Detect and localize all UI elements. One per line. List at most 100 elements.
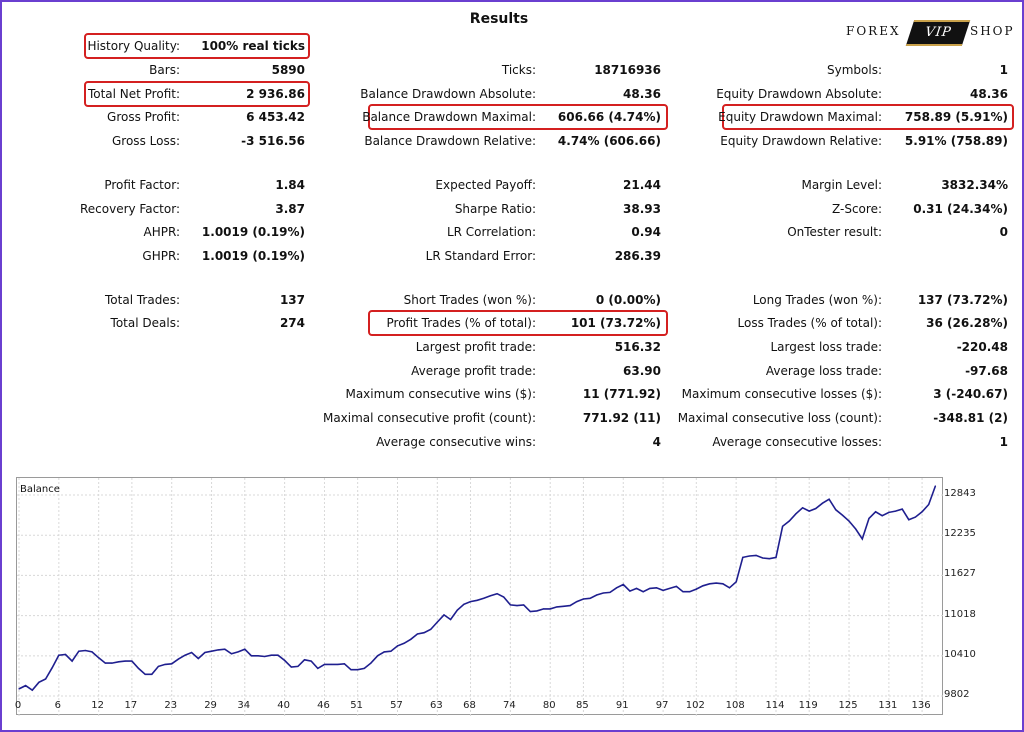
x-tick-label: 102 xyxy=(685,700,705,711)
ahpr-value: 1.0019 (0.19%) xyxy=(201,225,305,239)
x-tick-label: 119 xyxy=(798,700,818,711)
balance-point xyxy=(164,663,166,666)
y-tick-label: 11627 xyxy=(944,568,976,580)
gross-loss-value: -3 516.56 xyxy=(241,134,305,148)
total-net-profit-highlight xyxy=(84,81,310,107)
balance-point xyxy=(31,689,33,691)
balance-point xyxy=(317,667,319,669)
balance-point xyxy=(98,657,100,659)
forexvipshop-logo: FOREX VIP SHOP xyxy=(846,18,1018,48)
equity-drawdown-maximal-value: 758.89 (5.91%) xyxy=(904,110,1008,124)
z-score-value: 0.31 (24.34%) xyxy=(913,202,1008,216)
x-tick-label: 85 xyxy=(576,700,589,711)
balance-point xyxy=(443,614,445,616)
loss-trades-of-total-value: 36 (26.28%) xyxy=(926,316,1008,330)
lr-standard-error-value: 286.39 xyxy=(614,249,661,263)
balance-point xyxy=(914,516,917,518)
balance-point xyxy=(768,558,770,560)
balance-point xyxy=(841,514,843,516)
balance-point xyxy=(722,583,724,585)
maximum-consecutive-losses-value: 3 (-240.67) xyxy=(933,387,1008,401)
average-consecutive-wins-value: 4 xyxy=(652,435,661,449)
balance-point xyxy=(124,660,126,662)
balance-point xyxy=(217,649,219,651)
balance-drawdown-relative-value: 4.74% (606.66) xyxy=(557,134,661,148)
symbols-label: Symbols: xyxy=(827,63,882,77)
y-tick-label: 10410 xyxy=(944,648,976,660)
x-tick-label: 0 xyxy=(14,700,22,711)
x-tick-label: 131 xyxy=(878,700,898,711)
balance-point xyxy=(250,655,253,657)
x-tick-label: 114 xyxy=(765,700,785,711)
balance-point xyxy=(390,650,392,652)
x-tick-label: 34 xyxy=(237,700,251,711)
maximum-consecutive-wins-value: 11 (771.92) xyxy=(582,387,661,401)
ontester-result-value: 0 xyxy=(999,225,1008,239)
total-trades-label: Total Trades: xyxy=(105,293,180,307)
history-quality-highlight xyxy=(84,33,310,59)
balance-point xyxy=(191,651,193,654)
balance-point xyxy=(928,503,930,506)
balance-drawdown-relative-label: Balance Drawdown Relative: xyxy=(364,134,536,148)
ticks-value: 18716936 xyxy=(594,63,661,77)
balance-chart-svg xyxy=(17,478,944,716)
balance-point xyxy=(821,502,824,504)
ghpr-label: GHPR: xyxy=(142,249,180,263)
balance-point xyxy=(323,663,326,666)
x-tick-label: 29 xyxy=(204,700,217,711)
balance-point xyxy=(51,667,53,669)
balance-point xyxy=(237,651,239,653)
balance-point xyxy=(775,556,777,558)
x-tick-label: 46 xyxy=(317,700,330,711)
balance-point xyxy=(416,633,419,635)
balance-point xyxy=(788,520,790,522)
balance-point xyxy=(828,498,830,500)
equity-drawdown-absolute-label: Equity Drawdown Absolute: xyxy=(716,87,882,101)
largest-loss-trade-value: -220.48 xyxy=(956,340,1008,354)
balance-point xyxy=(881,515,883,517)
ghpr-value: 1.0019 (0.19%) xyxy=(201,249,305,263)
balance-point xyxy=(330,663,332,666)
equity-drawdown-absolute-value: 48.36 xyxy=(970,87,1008,101)
balance-point xyxy=(270,654,272,656)
recovery-factor-label: Recovery Factor: xyxy=(79,202,180,216)
total-trades-value: 137 xyxy=(279,293,305,307)
balance-point xyxy=(71,660,73,662)
balance-point xyxy=(755,554,757,556)
maximal-consecutive-profit-count-value: 771.92 (11) xyxy=(582,411,661,425)
balance-point xyxy=(715,582,717,584)
bars-value: 5890 xyxy=(271,63,305,77)
total-deals-value: 274 xyxy=(279,316,305,330)
balance-point xyxy=(118,661,120,663)
x-tick-label: 23 xyxy=(164,700,178,711)
average-loss-trade-label: Average loss trade: xyxy=(765,364,882,378)
balance-point xyxy=(184,654,186,656)
history-quality-value: 100% real ticks xyxy=(201,39,305,53)
balance-point xyxy=(576,601,578,603)
lr-correlation-label: LR Correlation: xyxy=(446,225,536,239)
x-tick-label: 40 xyxy=(277,700,290,711)
long-trades-won-value: 137 (73.72%) xyxy=(917,293,1008,307)
balance-drawdown-absolute-value: 48.36 xyxy=(623,87,661,101)
largest-profit-trade-label: Largest profit trade: xyxy=(415,340,536,354)
balance-point xyxy=(523,604,525,606)
gross-profit-value: 6 453.42 xyxy=(246,110,305,124)
balance-point xyxy=(536,610,538,612)
total-deals-label: Total Deals: xyxy=(110,316,180,330)
balance-point xyxy=(131,660,133,662)
balance-point xyxy=(310,660,312,662)
maximal-consecutive-profit-count-label: Maximal consecutive profit (count): xyxy=(322,411,536,425)
sharpe-ratio-label: Sharpe Ratio: xyxy=(454,202,536,216)
balance-point xyxy=(562,605,565,607)
balance-point xyxy=(244,648,246,650)
balance-point xyxy=(669,587,671,590)
balance-point xyxy=(728,587,731,589)
equity-drawdown-maximal-highlight xyxy=(722,104,1014,130)
balance-point xyxy=(735,581,737,583)
balance-point xyxy=(151,673,153,675)
balance-point xyxy=(702,585,704,587)
balance-point xyxy=(815,507,817,510)
maximum-consecutive-losses-label: Maximum consecutive losses ($): xyxy=(681,387,882,401)
balance-point xyxy=(848,520,850,522)
balance-point xyxy=(44,678,47,680)
